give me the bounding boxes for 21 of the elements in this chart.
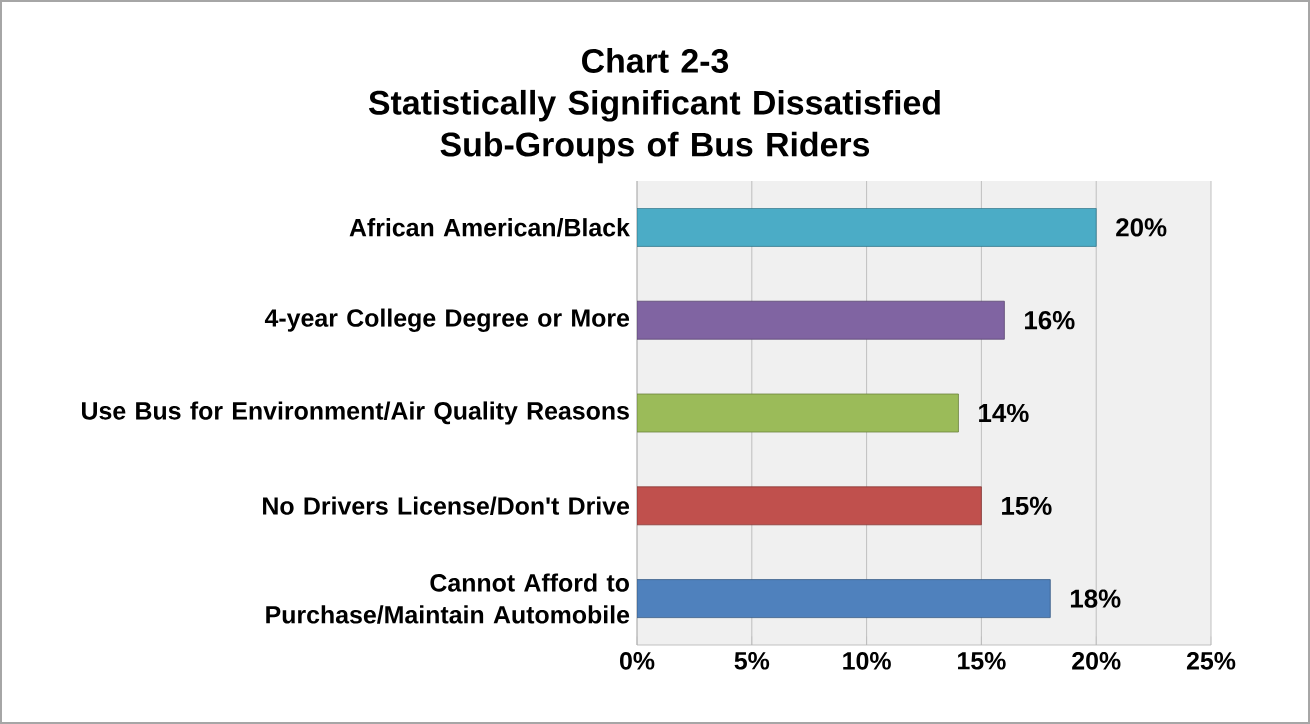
- y-tick-label: 4-year College Degree or More: [264, 308, 630, 332]
- bar: [637, 208, 1097, 247]
- x-tick-label: 20%: [1072, 652, 1121, 670]
- y-tick-label: Cannot Afford to Purchase/Maintain Automobile: [266, 573, 630, 624]
- data-label: 14%: [979, 403, 1029, 423]
- data-label: 20%: [1116, 218, 1167, 237]
- y-tick-label: African American/Black: [349, 218, 630, 237]
- x-tick-label: 10%: [843, 652, 891, 670]
- x-tick-label: 25%: [1186, 652, 1236, 670]
- bar: [637, 486, 982, 526]
- y-tick-label: No Drivers License/Don't Drive: [263, 496, 630, 516]
- chart-title: Chart 2-3: [582, 48, 729, 73]
- x-tick-label: 0%: [620, 652, 655, 670]
- data-label: 15%: [1002, 496, 1052, 515]
- x-tick-label: 5%: [734, 652, 770, 670]
- y-tick-label: Use Bus for Environment/Air Quality Reasons: [82, 401, 629, 425]
- x-tick-label: 15%: [958, 652, 1006, 670]
- data-label: 18%: [1070, 589, 1121, 608]
- bar: [637, 300, 1005, 340]
- data-label: 16%: [1025, 311, 1075, 330]
- chart-subtitle: Statistically Significant Dissatisfied Sub-Groups of Bus Riders: [368, 89, 940, 164]
